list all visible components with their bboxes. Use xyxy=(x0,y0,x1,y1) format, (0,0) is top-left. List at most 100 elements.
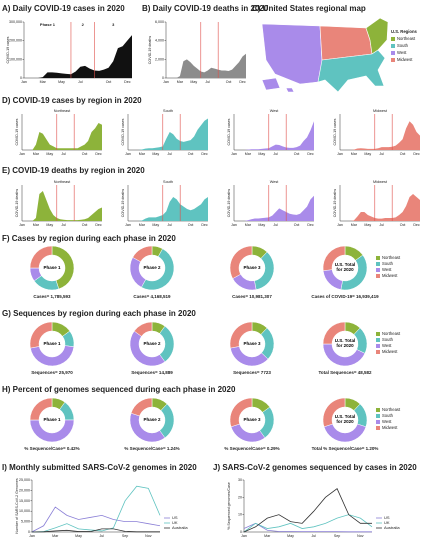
donut-center: Phase 2 xyxy=(143,416,161,422)
donut-caption: Cases= 1,785,593 xyxy=(33,294,71,299)
y-tick-label: 10,000 xyxy=(19,509,30,513)
x-tick-label: Oct xyxy=(188,223,194,227)
x-tick-label: Jan xyxy=(241,534,247,538)
area xyxy=(128,118,208,150)
donut-slice xyxy=(229,321,253,349)
y-axis-label: COVID-19 cases xyxy=(121,118,125,145)
donut-caption: Total % Sequence/Case= 1.20% xyxy=(312,446,379,451)
y-tick-label: 300,000 xyxy=(9,20,22,24)
x-tick-label: Mar xyxy=(351,152,358,156)
x-tick-label: Sep xyxy=(122,534,128,538)
legend-label: UK xyxy=(384,520,390,525)
donut-center-label: Phase 1 xyxy=(43,340,61,346)
x-tick-label: Dec xyxy=(124,80,131,84)
x-tick-label: Mar xyxy=(139,223,146,227)
line xyxy=(31,485,161,533)
x-tick-label: May xyxy=(46,152,53,156)
legend-label: West xyxy=(397,50,407,55)
donut-center: Phase 3 xyxy=(243,416,261,422)
donut-center-label: Phase 2 xyxy=(143,264,161,270)
y-axis-label: COVID-19 deaths xyxy=(15,189,19,218)
us-map xyxy=(261,17,389,93)
x-tick-label: Jul xyxy=(379,152,384,156)
donut-caption: Cases= 10,981,307 xyxy=(232,294,272,299)
x-tick-label: Dec xyxy=(239,80,246,84)
south-region xyxy=(317,49,386,93)
x-tick-label: Oct xyxy=(106,80,112,84)
x-tick-label: May xyxy=(364,223,371,227)
donut-slice xyxy=(322,321,346,345)
x-tick-label: Nov xyxy=(357,534,364,538)
x-tick-label: Sep xyxy=(334,534,340,538)
legend-label: US xyxy=(384,515,390,520)
area xyxy=(22,191,102,221)
x-tick-label: Jul xyxy=(273,223,278,227)
x-tick-label: May xyxy=(364,152,371,156)
hawaii xyxy=(285,87,295,93)
x-tick-label: Dec xyxy=(95,223,102,227)
area xyxy=(22,123,102,150)
x-tick-label: Oct xyxy=(294,223,300,227)
donut-slice xyxy=(29,245,53,269)
legend-swatch xyxy=(376,408,380,412)
x-tick-label: Mar xyxy=(264,534,271,538)
legend-swatch xyxy=(376,426,380,430)
donut-center: Phase 1 xyxy=(43,340,61,346)
legend-swatch xyxy=(391,58,395,62)
y-tick-label: 4,000 xyxy=(155,39,164,43)
x-tick-label: May xyxy=(152,152,159,156)
x-tick-label: Mar xyxy=(33,152,40,156)
legend-label: UK xyxy=(172,520,178,525)
x-tick-label: Jan xyxy=(29,534,35,538)
y-tick-label: 5,000 xyxy=(21,520,30,524)
area xyxy=(166,53,246,78)
donut-center: Phase 2 xyxy=(143,341,160,346)
west-region xyxy=(261,23,323,85)
y-axis-label: % Sequenced genomes/Case xyxy=(227,482,231,530)
x-tick-label: Jan xyxy=(231,152,237,156)
x-tick-label: Dec xyxy=(201,152,208,156)
donut-center-label: Phase 1 xyxy=(43,416,61,422)
donut-center-label: Phase 2 xyxy=(143,416,161,422)
legend-label: West xyxy=(382,419,392,424)
panel-title: G) Sequences by region during each phase… xyxy=(2,309,196,318)
donut-slice xyxy=(29,321,53,349)
y-axis-label: Number of SARS-CoV-2 Genomes xyxy=(15,478,19,534)
donut-center-label: U.S. Total for 2020 xyxy=(334,414,356,424)
x-tick-label: Jul xyxy=(78,80,83,84)
x-tick-label: Jan xyxy=(337,152,343,156)
legend-swatch xyxy=(376,344,380,348)
donut-center-label: U.S. Total for 2020 xyxy=(334,262,356,272)
donut-caption: % Sequence/Case= 0.42% xyxy=(24,446,79,451)
x-tick-label: May xyxy=(75,534,82,538)
line xyxy=(31,528,160,533)
panel-title: F) Cases by region during each phase in … xyxy=(2,234,176,243)
donut-caption: Cases= 4,168,519 xyxy=(133,294,171,299)
donut-center-label: Phase 3 xyxy=(243,416,261,422)
x-tick-label: Jul xyxy=(61,152,66,156)
donut-caption: Sequences= 14,889 xyxy=(131,370,173,375)
subplot-title: Midwest xyxy=(373,180,388,184)
panel-title: D) COVID-19 cases by region in 2020 xyxy=(2,96,142,105)
legend-swatch xyxy=(376,274,380,278)
x-tick-label: May xyxy=(190,80,197,84)
legend-label: Midwest xyxy=(397,57,413,62)
subplot-title: Northeast xyxy=(54,180,71,184)
legend-swatch xyxy=(376,338,380,342)
x-tick-label: Dec xyxy=(307,152,314,156)
panel-title: J) SARS-CoV-2 genomes sequenced by cases… xyxy=(213,463,417,472)
y-tick-label: 6,000 xyxy=(155,20,164,24)
x-tick-label: Mar xyxy=(177,80,184,84)
x-tick-label: Jan xyxy=(231,223,237,227)
x-tick-label: Oct xyxy=(226,80,232,84)
y-axis-label: COVID-19 deaths xyxy=(227,189,231,218)
legend-label: Northeast xyxy=(397,36,416,41)
panel-title: B) Daily COVID-19 deaths in 2020 xyxy=(142,4,269,13)
x-tick-label: Oct xyxy=(294,152,300,156)
donut-slice xyxy=(29,397,53,421)
x-tick-label: Jul xyxy=(167,223,172,227)
subplot-title: Midwest xyxy=(373,109,388,113)
donut-caption: Sequences= 7723 xyxy=(233,370,271,375)
x-tick-label: Mar xyxy=(245,152,252,156)
